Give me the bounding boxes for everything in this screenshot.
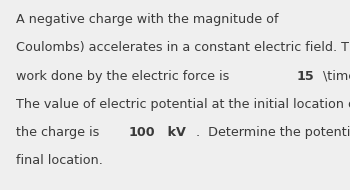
Text: Coulombs) accelerates in a constant electric field. The: Coulombs) accelerates in a constant elec… — [16, 41, 350, 54]
Text: The value of electric potential at the initial location of: The value of electric potential at the i… — [16, 98, 350, 111]
Text: 100: 100 — [128, 126, 155, 139]
Text: final location.: final location. — [16, 154, 103, 167]
Text: A negative charge with the magnitude of: A negative charge with the magnitude of — [16, 13, 282, 26]
Text: the charge is: the charge is — [16, 126, 103, 139]
Text: .  Determine the potential at the: . Determine the potential at the — [193, 126, 350, 139]
Text: \times 10 - 4 J .: \times 10 - 4 J . — [319, 70, 350, 82]
Text: 15: 15 — [296, 70, 314, 82]
Text: kV: kV — [163, 126, 186, 139]
Text: work done by the electric force is: work done by the electric force is — [16, 70, 233, 82]
